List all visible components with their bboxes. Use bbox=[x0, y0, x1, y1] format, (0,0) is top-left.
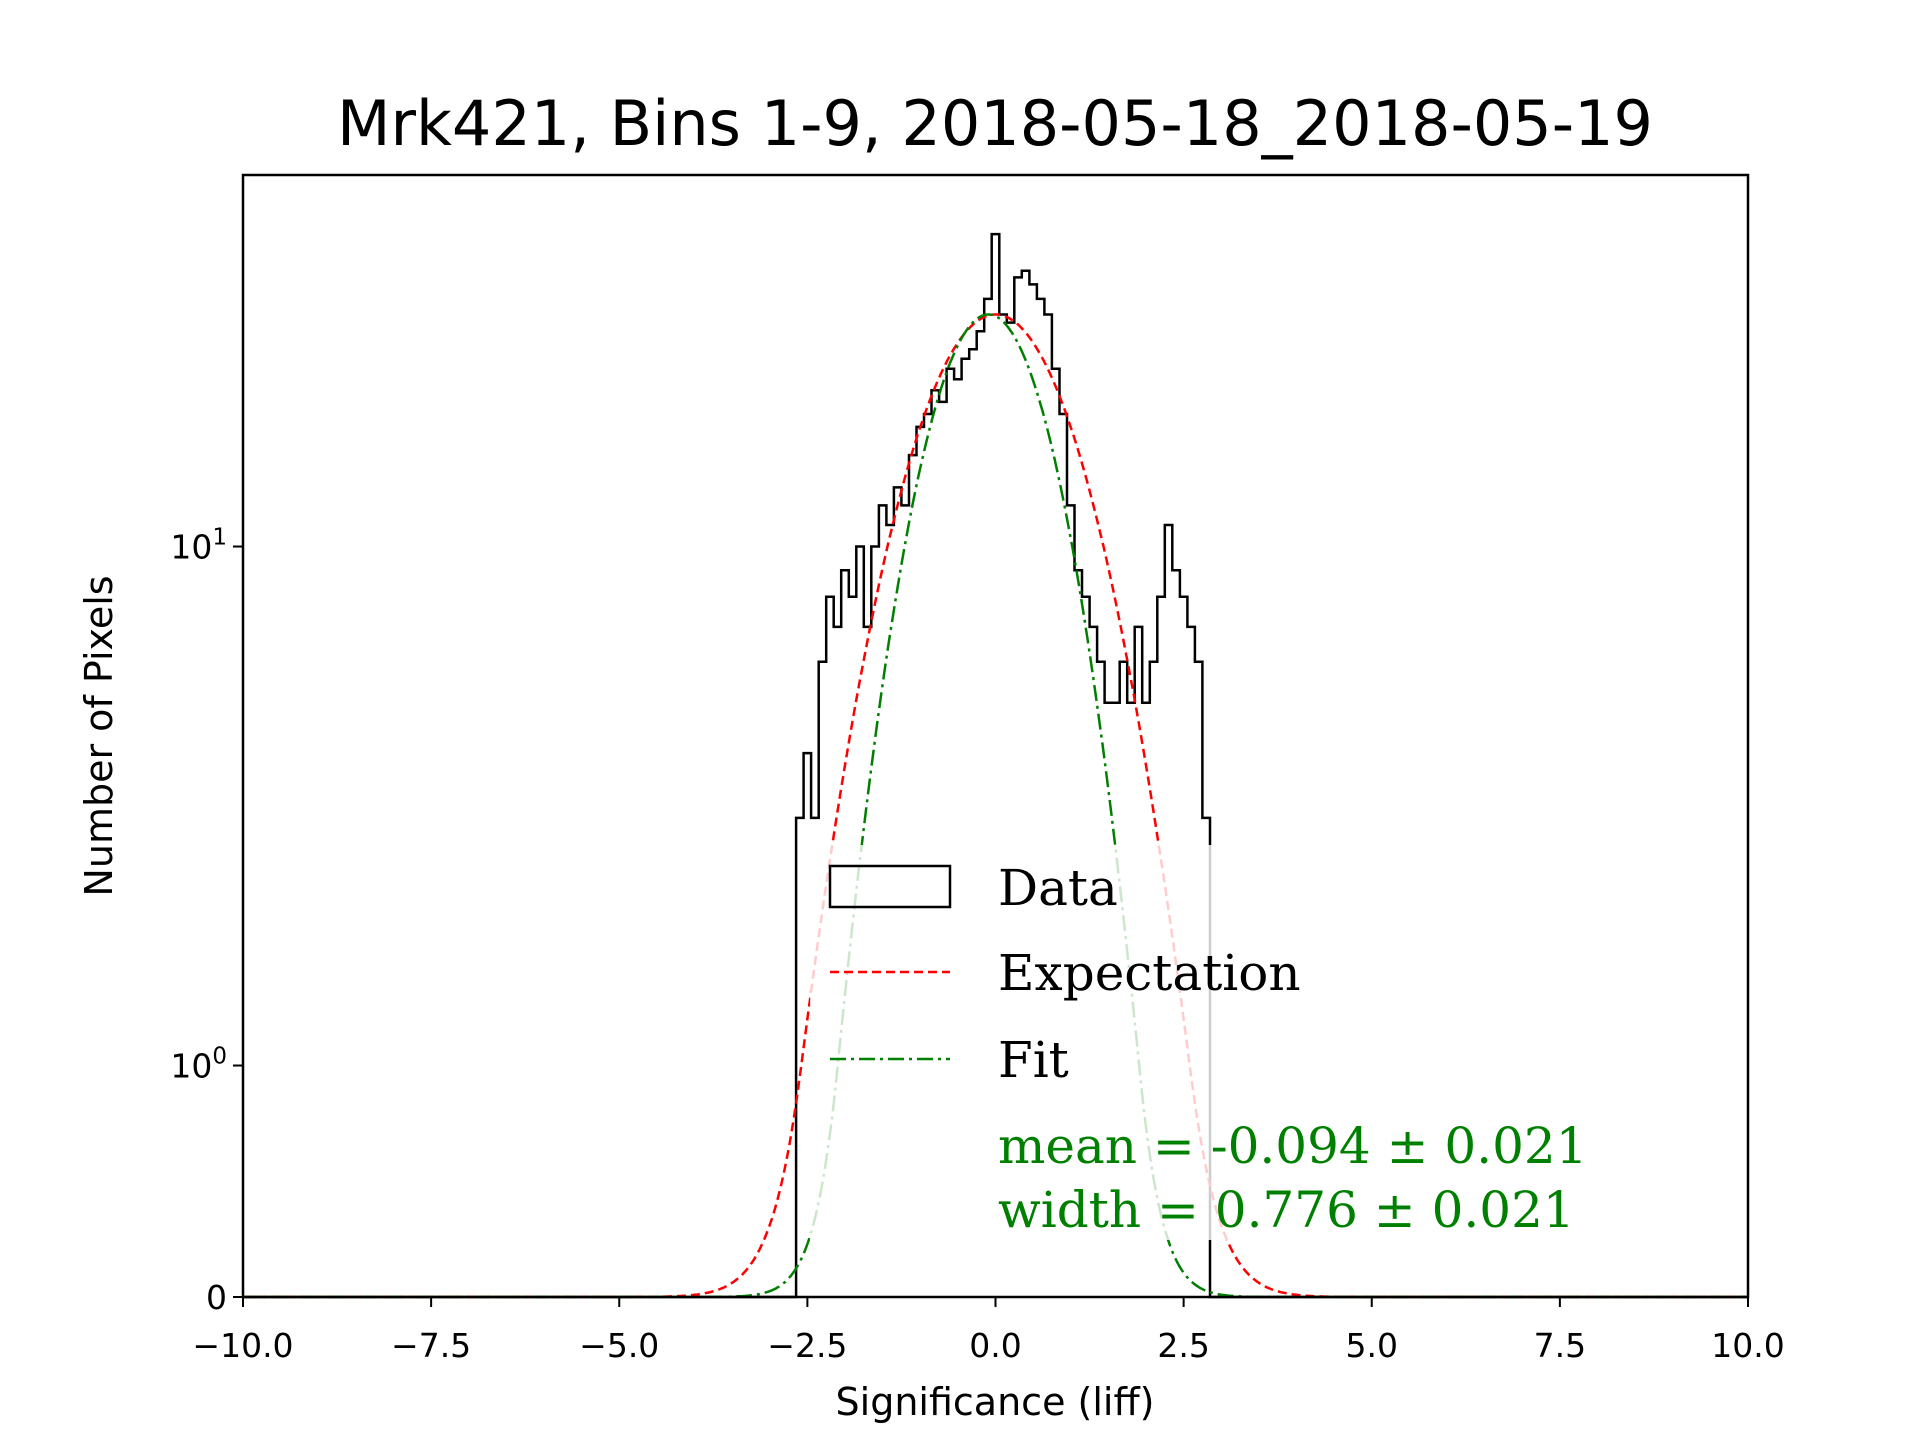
x-tick-label: 0.0 bbox=[969, 1326, 1021, 1365]
x-tick-label: −5.0 bbox=[579, 1326, 659, 1365]
y-axis-ticks: 0 100 101 bbox=[170, 525, 243, 1317]
chart-title: Mrk421, Bins 1-9, 2018-05-18_2018-05-19 bbox=[337, 87, 1653, 160]
fit-width-annotation: width = 0.776 ± 0.021 bbox=[998, 1181, 1575, 1239]
y-tick-label: 101 bbox=[170, 525, 227, 567]
x-tick-label: 2.5 bbox=[1157, 1326, 1209, 1365]
legend-data-patch bbox=[828, 864, 952, 909]
y-tick-label: 0 bbox=[206, 1278, 227, 1317]
x-axis-label: Significance (liff) bbox=[836, 1380, 1155, 1424]
legend-data-label: Data bbox=[998, 859, 1118, 917]
x-tick-label: −10.0 bbox=[192, 1326, 293, 1365]
y-tick-label: 100 bbox=[170, 1044, 227, 1086]
x-tick-label: 5.0 bbox=[1346, 1326, 1398, 1365]
legend-fit-label: Fit bbox=[998, 1031, 1069, 1089]
x-axis-ticks: −10.0 −7.5 −5.0 −2.5 0.0 2.5 5.0 7.5 10.0 bbox=[192, 1297, 1785, 1365]
y-axis-label: Number of Pixels bbox=[77, 575, 121, 896]
x-tick-label: 7.5 bbox=[1534, 1326, 1586, 1365]
fit-mean-annotation: mean = -0.094 ± 0.021 bbox=[998, 1117, 1588, 1175]
x-tick-label: 10.0 bbox=[1711, 1326, 1784, 1365]
x-tick-label: −7.5 bbox=[391, 1326, 471, 1365]
legend-expectation-label: Expectation bbox=[998, 944, 1301, 1002]
legend-background bbox=[810, 845, 1370, 1240]
plot-area bbox=[243, 232, 1748, 1299]
x-tick-label: −2.5 bbox=[767, 1326, 847, 1365]
expectation-curve bbox=[243, 313, 1748, 1299]
